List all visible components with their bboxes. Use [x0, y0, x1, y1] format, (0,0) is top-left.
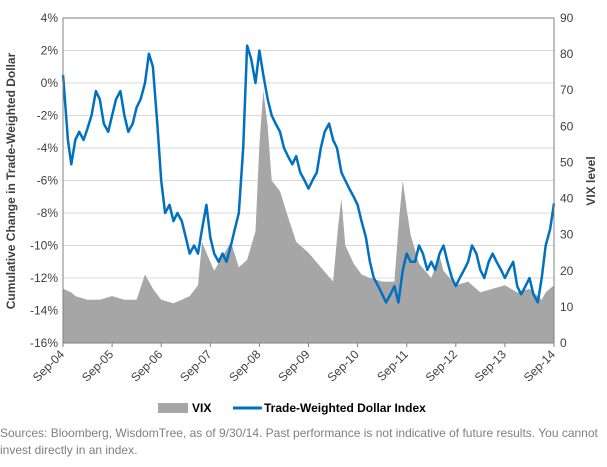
dollar-line — [61, 44, 556, 304]
legend-vix-swatch — [158, 403, 188, 413]
x-tick-label: Sep-12 — [423, 347, 460, 384]
legend-dollar-label: Trade-Weighted Dollar Index — [264, 401, 426, 415]
y-left-tick-label: -8% — [37, 206, 59, 220]
x-tick-label: Sep-09 — [275, 347, 312, 384]
chart: 4% 2% 0% -2% -4% -6% -8% -10% -12% -14% -16% 90 80 70… — [4, 11, 598, 415]
y-axis-right-title: VIX level — [584, 156, 598, 205]
plot-frame — [62, 17, 555, 344]
vix-series — [63, 90, 554, 343]
x-tick-label: Sep-13 — [472, 347, 509, 384]
y-right-tick-label: 10 — [560, 300, 574, 314]
y-left-tick-label: -14% — [30, 304, 58, 318]
legend-vix-label: VIX — [192, 401, 211, 415]
y-left-tick-label: -12% — [30, 271, 58, 285]
y-left-tick-label: -6% — [37, 174, 59, 188]
vix-area — [63, 90, 554, 343]
y-left-tick-label: -16% — [30, 336, 58, 350]
x-tick-label: Sep-11 — [374, 347, 411, 384]
dollar-series — [61, 44, 556, 304]
y-left-tick-label: 2% — [41, 44, 59, 58]
x-tick-label: Sep-05 — [79, 347, 116, 384]
y-right-tick-label: 90 — [560, 11, 574, 25]
y-right-tick-label: 30 — [560, 228, 574, 242]
legend: VIX Trade-Weighted Dollar Index — [158, 401, 426, 415]
x-tick-label: Sep-14 — [521, 347, 558, 384]
y-left-tick-label: -2% — [37, 109, 59, 123]
axes — [62, 17, 555, 347]
y-right-tick-label: 80 — [560, 47, 574, 61]
y-right-tick-label: 70 — [560, 83, 574, 97]
y-axis-left-title: Cumulative Change in Trade-Weighted Doll… — [4, 52, 18, 309]
y-left-tick-label: -10% — [30, 239, 58, 253]
y-left-tick-label: 4% — [41, 11, 59, 25]
y-left-tick-label: 0% — [41, 76, 59, 90]
y-right-tick-label: 40 — [560, 192, 574, 206]
x-tick-label: Sep-10 — [324, 347, 361, 384]
y-right-tick-label: 0 — [560, 336, 567, 350]
source-note: Sources: Bloomberg, WisdomTree, as of 9/… — [0, 426, 598, 457]
x-tick-label: Sep-08 — [226, 347, 263, 384]
x-tick-label: Sep-04 — [30, 347, 67, 384]
y-right-tick-label: 60 — [560, 119, 574, 133]
y-right-tick-label: 50 — [560, 155, 574, 169]
x-tick-label: Sep-06 — [128, 347, 165, 384]
y-left-tick-label: -4% — [37, 141, 59, 155]
y-right-tick-label: 20 — [560, 264, 574, 278]
x-tick-label: Sep-07 — [177, 347, 214, 384]
